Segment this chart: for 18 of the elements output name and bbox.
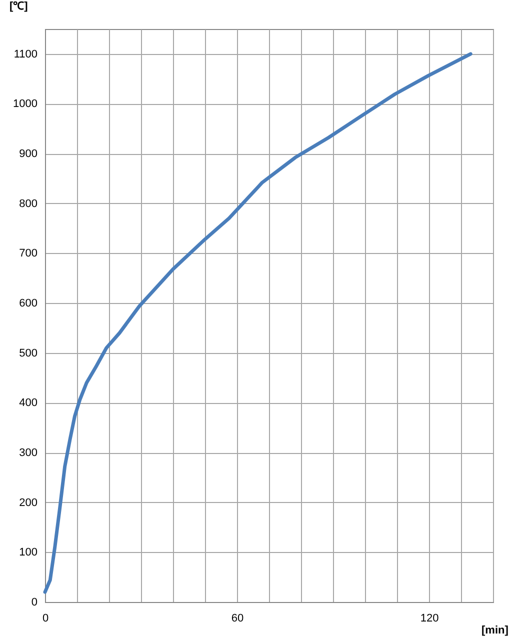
- y-tick-label: 1100: [14, 48, 38, 60]
- y-tick-label: 700: [19, 248, 38, 260]
- y-tick-label: 600: [19, 298, 38, 310]
- x-tick-label: 120: [420, 612, 439, 624]
- y-tick-label: 200: [19, 496, 38, 509]
- y-tick-label: 500: [19, 347, 38, 360]
- x-tick-label: 60: [231, 612, 244, 624]
- y-axis-title: [℃]: [10, 0, 28, 12]
- y-tick-label: 1000: [13, 98, 38, 110]
- y-tick-label: 800: [19, 198, 38, 210]
- x-axis-title: [min]: [482, 624, 509, 636]
- y-tick-label: 900: [19, 148, 38, 160]
- y-tick-label: 300: [19, 447, 38, 460]
- y-tick-label: 0: [31, 596, 38, 608]
- x-tick-label: 0: [42, 612, 49, 624]
- y-tick-label: 400: [19, 397, 38, 410]
- line-series: [43, 52, 472, 594]
- y-tick-label: 100: [19, 546, 38, 559]
